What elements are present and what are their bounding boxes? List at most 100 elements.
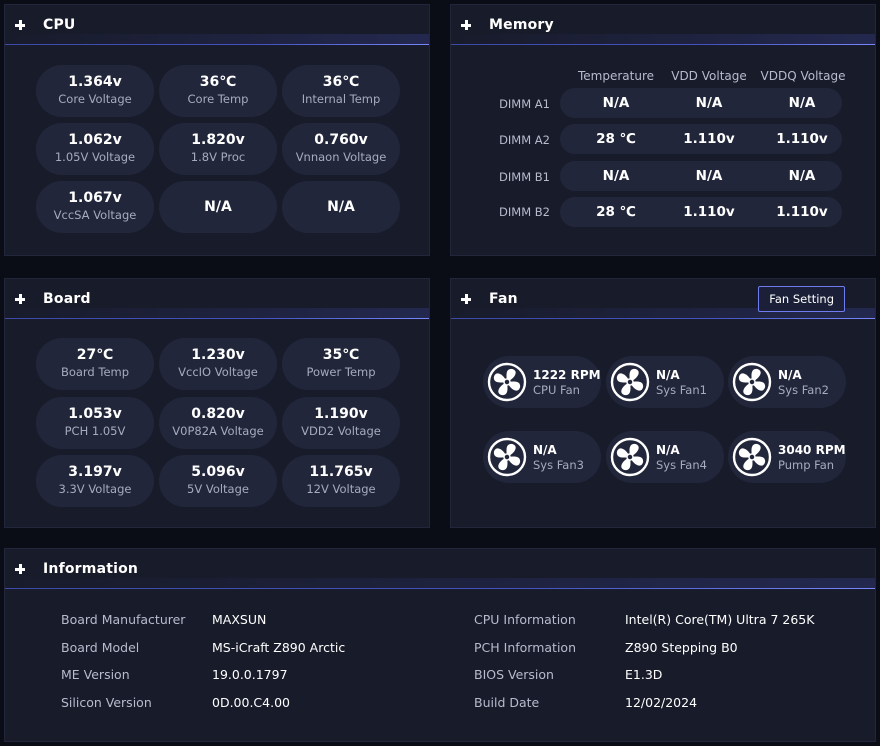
fan-label: Sys Fan2 — [778, 383, 829, 397]
info-key: ME Version — [61, 667, 130, 682]
stat-value: N/A — [204, 199, 232, 215]
plus-icon[interactable] — [15, 564, 25, 574]
stat-value: 11.765v — [309, 464, 373, 480]
stat-value: 1.067v — [68, 190, 122, 206]
info-value: 19.0.0.1797 — [212, 667, 288, 682]
fan-item: 1222 RPM CPU Fan — [483, 356, 601, 408]
stat-label: VDD2 Voltage — [301, 424, 381, 438]
board-panel-header: Board — [5, 279, 429, 319]
cpu-stat: 1.062v 1.05V Voltage — [36, 123, 154, 175]
stat-value: 35℃ — [322, 347, 360, 363]
fan-value: N/A — [656, 443, 680, 457]
memory-value: N/A — [602, 95, 630, 111]
info-value: Intel(R) Core(TM) Ultra 7 265K — [625, 612, 815, 627]
stat-value: 3.197v — [68, 464, 122, 480]
board-stat: 5.096v 5V Voltage — [159, 455, 277, 507]
fan-icon — [610, 362, 650, 402]
info-value: E1.3D — [625, 667, 663, 682]
memory-value: N/A — [602, 168, 630, 184]
memory-title: Memory — [489, 17, 554, 33]
information-panel-header: Information — [5, 549, 875, 589]
memory-value: N/A — [788, 95, 816, 111]
memory-column-header: VDDQ Voltage — [760, 69, 846, 83]
board-stat: 27℃ Board Temp — [36, 338, 154, 390]
stat-value: 1.820v — [191, 132, 245, 148]
info-value: MS-iCraft Z890 Arctic — [212, 640, 346, 655]
fan-icon — [610, 437, 650, 477]
plus-icon[interactable] — [461, 294, 471, 304]
stat-label: PCH 1.05V — [64, 424, 126, 438]
memory-row-label: DIMM B2 — [499, 205, 550, 219]
stat-value: 0.820v — [191, 406, 245, 422]
fan-icon — [732, 362, 772, 402]
stat-value: 5.096v — [191, 464, 245, 480]
stat-label: Core Voltage — [58, 92, 132, 106]
memory-value: N/A — [788, 168, 816, 184]
cpu-stat: N/A — [282, 181, 400, 233]
stat-value: 0.760v — [314, 132, 368, 148]
board-stat: 3.197v 3.3V Voltage — [36, 455, 154, 507]
memory-row-label: DIMM A1 — [499, 97, 550, 111]
info-value: MAXSUN — [212, 612, 267, 627]
info-key: PCH Information — [474, 640, 576, 655]
memory-column-header: VDD Voltage — [671, 69, 747, 83]
memory-value: 28 ℃ — [596, 204, 636, 220]
memory-row — [560, 197, 842, 227]
cpu-stat: 1.820v 1.8V Proc — [159, 123, 277, 175]
memory-row-label: DIMM B1 — [499, 170, 550, 184]
plus-icon[interactable] — [15, 20, 25, 30]
info-value: Z890 Stepping B0 — [625, 640, 738, 655]
stat-value: 1.230v — [191, 347, 245, 363]
fan-icon — [487, 437, 527, 477]
fan-setting-button[interactable]: Fan Setting — [758, 286, 845, 312]
memory-row — [560, 88, 842, 118]
fan-panel: Fan Fan Setting 1222 RPM CPU Fan N/A Sys… — [450, 278, 876, 528]
stat-label: VccIO Voltage — [178, 365, 258, 379]
memory-row — [560, 161, 842, 191]
fan-value: N/A — [656, 368, 680, 382]
board-stat: 1.230v VccIO Voltage — [159, 338, 277, 390]
cpu-stat: 0.760v Vnnaon Voltage — [282, 123, 400, 175]
fan-label: Pump Fan — [778, 458, 835, 472]
stat-label: 12V Voltage — [306, 482, 376, 496]
stat-label: Power Temp — [306, 365, 376, 379]
board-stat: 1.053v PCH 1.05V — [36, 397, 154, 449]
board-stat: 11.765v 12V Voltage — [282, 455, 400, 507]
fan-item: N/A Sys Fan4 — [606, 431, 724, 483]
stat-value: N/A — [327, 199, 355, 215]
information-title: Information — [43, 561, 139, 577]
memory-value: N/A — [695, 168, 723, 184]
cpu-stat: 36℃ Internal Temp — [282, 65, 400, 117]
fan-label: Sys Fan1 — [656, 383, 707, 397]
stat-label: VccSA Voltage — [53, 208, 137, 222]
cpu-panel-header: CPU — [5, 5, 429, 45]
fan-icon — [487, 362, 527, 402]
board-panel: Board 27℃ Board Temp 1.230v VccIO Voltag… — [4, 278, 430, 528]
cpu-panel: CPU 1.364v Core Voltage 36℃ Core Temp 36… — [4, 4, 430, 256]
stat-label: 3.3V Voltage — [58, 482, 132, 496]
fan-panel-header: Fan Fan Setting — [451, 279, 875, 319]
fan-value: 1222 RPM — [533, 368, 601, 382]
info-key: Board Manufacturer — [61, 612, 186, 627]
memory-row-label: DIMM A2 — [499, 133, 550, 147]
plus-icon[interactable] — [15, 294, 25, 304]
stat-label: Vnnaon Voltage — [295, 150, 387, 164]
fan-item: 3040 RPM Pump Fan — [728, 431, 846, 483]
fan-icon — [732, 437, 772, 477]
fan-label: Sys Fan4 — [656, 458, 707, 472]
info-key: Silicon Version — [61, 695, 152, 710]
fan-item: N/A Sys Fan1 — [606, 356, 724, 408]
cpu-stat: N/A — [159, 181, 277, 233]
fan-title: Fan — [489, 291, 518, 307]
memory-value: 1.110v — [683, 204, 735, 220]
stat-label: V0P82A Voltage — [172, 424, 264, 438]
cpu-stat: 1.364v Core Voltage — [36, 65, 154, 117]
plus-icon[interactable] — [461, 20, 471, 30]
info-key: Build Date — [474, 695, 540, 710]
memory-value: N/A — [695, 95, 723, 111]
stat-label: 5V Voltage — [187, 482, 249, 496]
info-key: CPU Information — [474, 612, 576, 627]
stat-value: 36℃ — [199, 74, 237, 90]
memory-panel: Memory Temperature VDD Voltage VDDQ Volt… — [450, 4, 876, 256]
information-panel: Information Board Manufacturer MAXSUN Bo… — [4, 548, 876, 742]
